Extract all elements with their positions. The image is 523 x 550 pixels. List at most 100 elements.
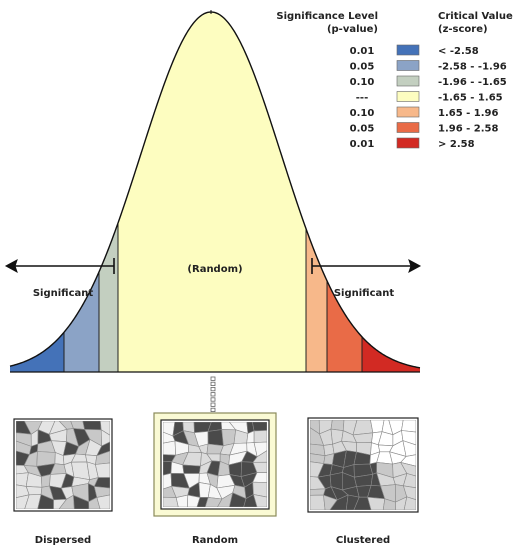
legend: Significance Level (p-value) Critical Va… (276, 11, 513, 150)
connector-dot (210, 402, 216, 407)
map-polygon (73, 494, 90, 509)
map-polygon (41, 474, 51, 488)
random-map (153, 412, 277, 517)
legend-z-score: < -2.58 (438, 46, 479, 57)
random-label: (Random) (187, 264, 242, 275)
clustered-map (307, 417, 419, 513)
map-polygon (395, 496, 408, 510)
map-polygon (204, 497, 223, 507)
map-polygon (95, 450, 110, 465)
map-polygon (217, 492, 234, 507)
legend-p-value: 0.01 (350, 139, 375, 150)
map-polygon (175, 494, 189, 507)
map-polygon (252, 461, 267, 473)
legend-p-value: 0.10 (350, 77, 375, 88)
random-pattern-label: Random (192, 535, 238, 546)
p-value-header: Significance Level (276, 11, 378, 22)
map-polygon (93, 477, 110, 489)
legend-z-score: > 2.58 (438, 139, 475, 150)
map-polygon (329, 494, 349, 510)
legend-swatch (396, 44, 420, 56)
dispersed-map (13, 418, 113, 512)
z-score-header: Critical Value (438, 11, 513, 22)
map-polygon (95, 462, 110, 478)
map-polygon (100, 421, 110, 436)
band-random (118, 12, 306, 372)
map-polygon (253, 494, 267, 507)
z-score-subheader: (z-score) (438, 24, 488, 35)
map-polygon (403, 473, 416, 489)
band-lt-258 (10, 12, 64, 372)
legend-swatch (396, 60, 420, 71)
legend-swatch (396, 137, 420, 149)
map-polygon (16, 494, 30, 509)
map-polygon (345, 494, 360, 510)
left-arrow (4, 258, 115, 274)
map-polygon (96, 494, 110, 509)
band-258-196 (64, 12, 99, 372)
right-arrow (311, 258, 422, 274)
map-polygon (253, 430, 267, 443)
map-polygon (37, 494, 54, 509)
map-polygon (382, 498, 396, 510)
map-polygon (182, 464, 201, 474)
connector-dot (210, 407, 216, 413)
band-dividers (63, 223, 363, 372)
legend-z-score: -1.96 - -1.65 (438, 77, 507, 88)
legend-z-score: 1.96 - 2.58 (438, 124, 499, 135)
map-polygon (163, 496, 179, 507)
connector-dot (210, 386, 216, 392)
map-polygon (163, 460, 173, 476)
map-polygon (196, 497, 209, 507)
map-polygon (402, 440, 416, 457)
band-165-196 (306, 12, 327, 372)
map-polygon (187, 494, 201, 507)
map-polygon (163, 440, 177, 456)
legend-p-value: --- (356, 93, 368, 104)
clustered-label: Clustered (336, 535, 390, 546)
band-196-165 (99, 12, 118, 372)
map-polygon (100, 429, 110, 447)
legend-p-value: 0.10 (350, 108, 375, 119)
significant-left-label: Significant (33, 288, 94, 299)
curve-outline (9, 11, 421, 369)
legend-p-value: 0.01 (350, 46, 375, 57)
map-polygon (207, 429, 224, 447)
significant-right-label: Significant (334, 288, 395, 299)
map-polygon (25, 486, 43, 496)
connector-dot (210, 392, 216, 397)
legend-p-value: 0.05 (350, 124, 375, 135)
map-polygon (93, 486, 110, 498)
map-polygon (253, 441, 267, 458)
map-polygon (401, 420, 416, 433)
connector-dot (210, 397, 216, 402)
connector-dot (210, 376, 216, 381)
p-value-subheader: (p-value) (327, 24, 378, 35)
legend-swatch (396, 122, 420, 133)
map-polygon (353, 496, 372, 510)
dotted-connector (210, 376, 216, 413)
map-polygon (252, 422, 267, 432)
legend-swatch (396, 75, 420, 87)
map-polygon (88, 496, 101, 509)
map-polygon (310, 488, 326, 496)
legend-z-score: 1.65 - 1.96 (438, 108, 499, 119)
legend-swatch (396, 91, 420, 102)
map-polygon (243, 494, 258, 507)
map-polygon (352, 432, 374, 444)
legend-z-score: -1.65 - 1.65 (438, 93, 503, 104)
map-polygon (53, 498, 68, 509)
dispersed-label: Dispersed (35, 535, 91, 546)
map-polygon (229, 492, 247, 507)
map-polygon (401, 430, 416, 446)
legend-z-score: -2.58 - -1.96 (438, 62, 507, 73)
legend-p-value: 0.05 (350, 62, 375, 73)
map-polygon (252, 481, 267, 498)
map-polygon (323, 494, 338, 510)
map-polygon (252, 450, 267, 463)
connector-dot (210, 381, 216, 387)
map-polygon (82, 421, 102, 431)
map-polygon (310, 494, 326, 510)
legend-swatch (396, 106, 420, 118)
